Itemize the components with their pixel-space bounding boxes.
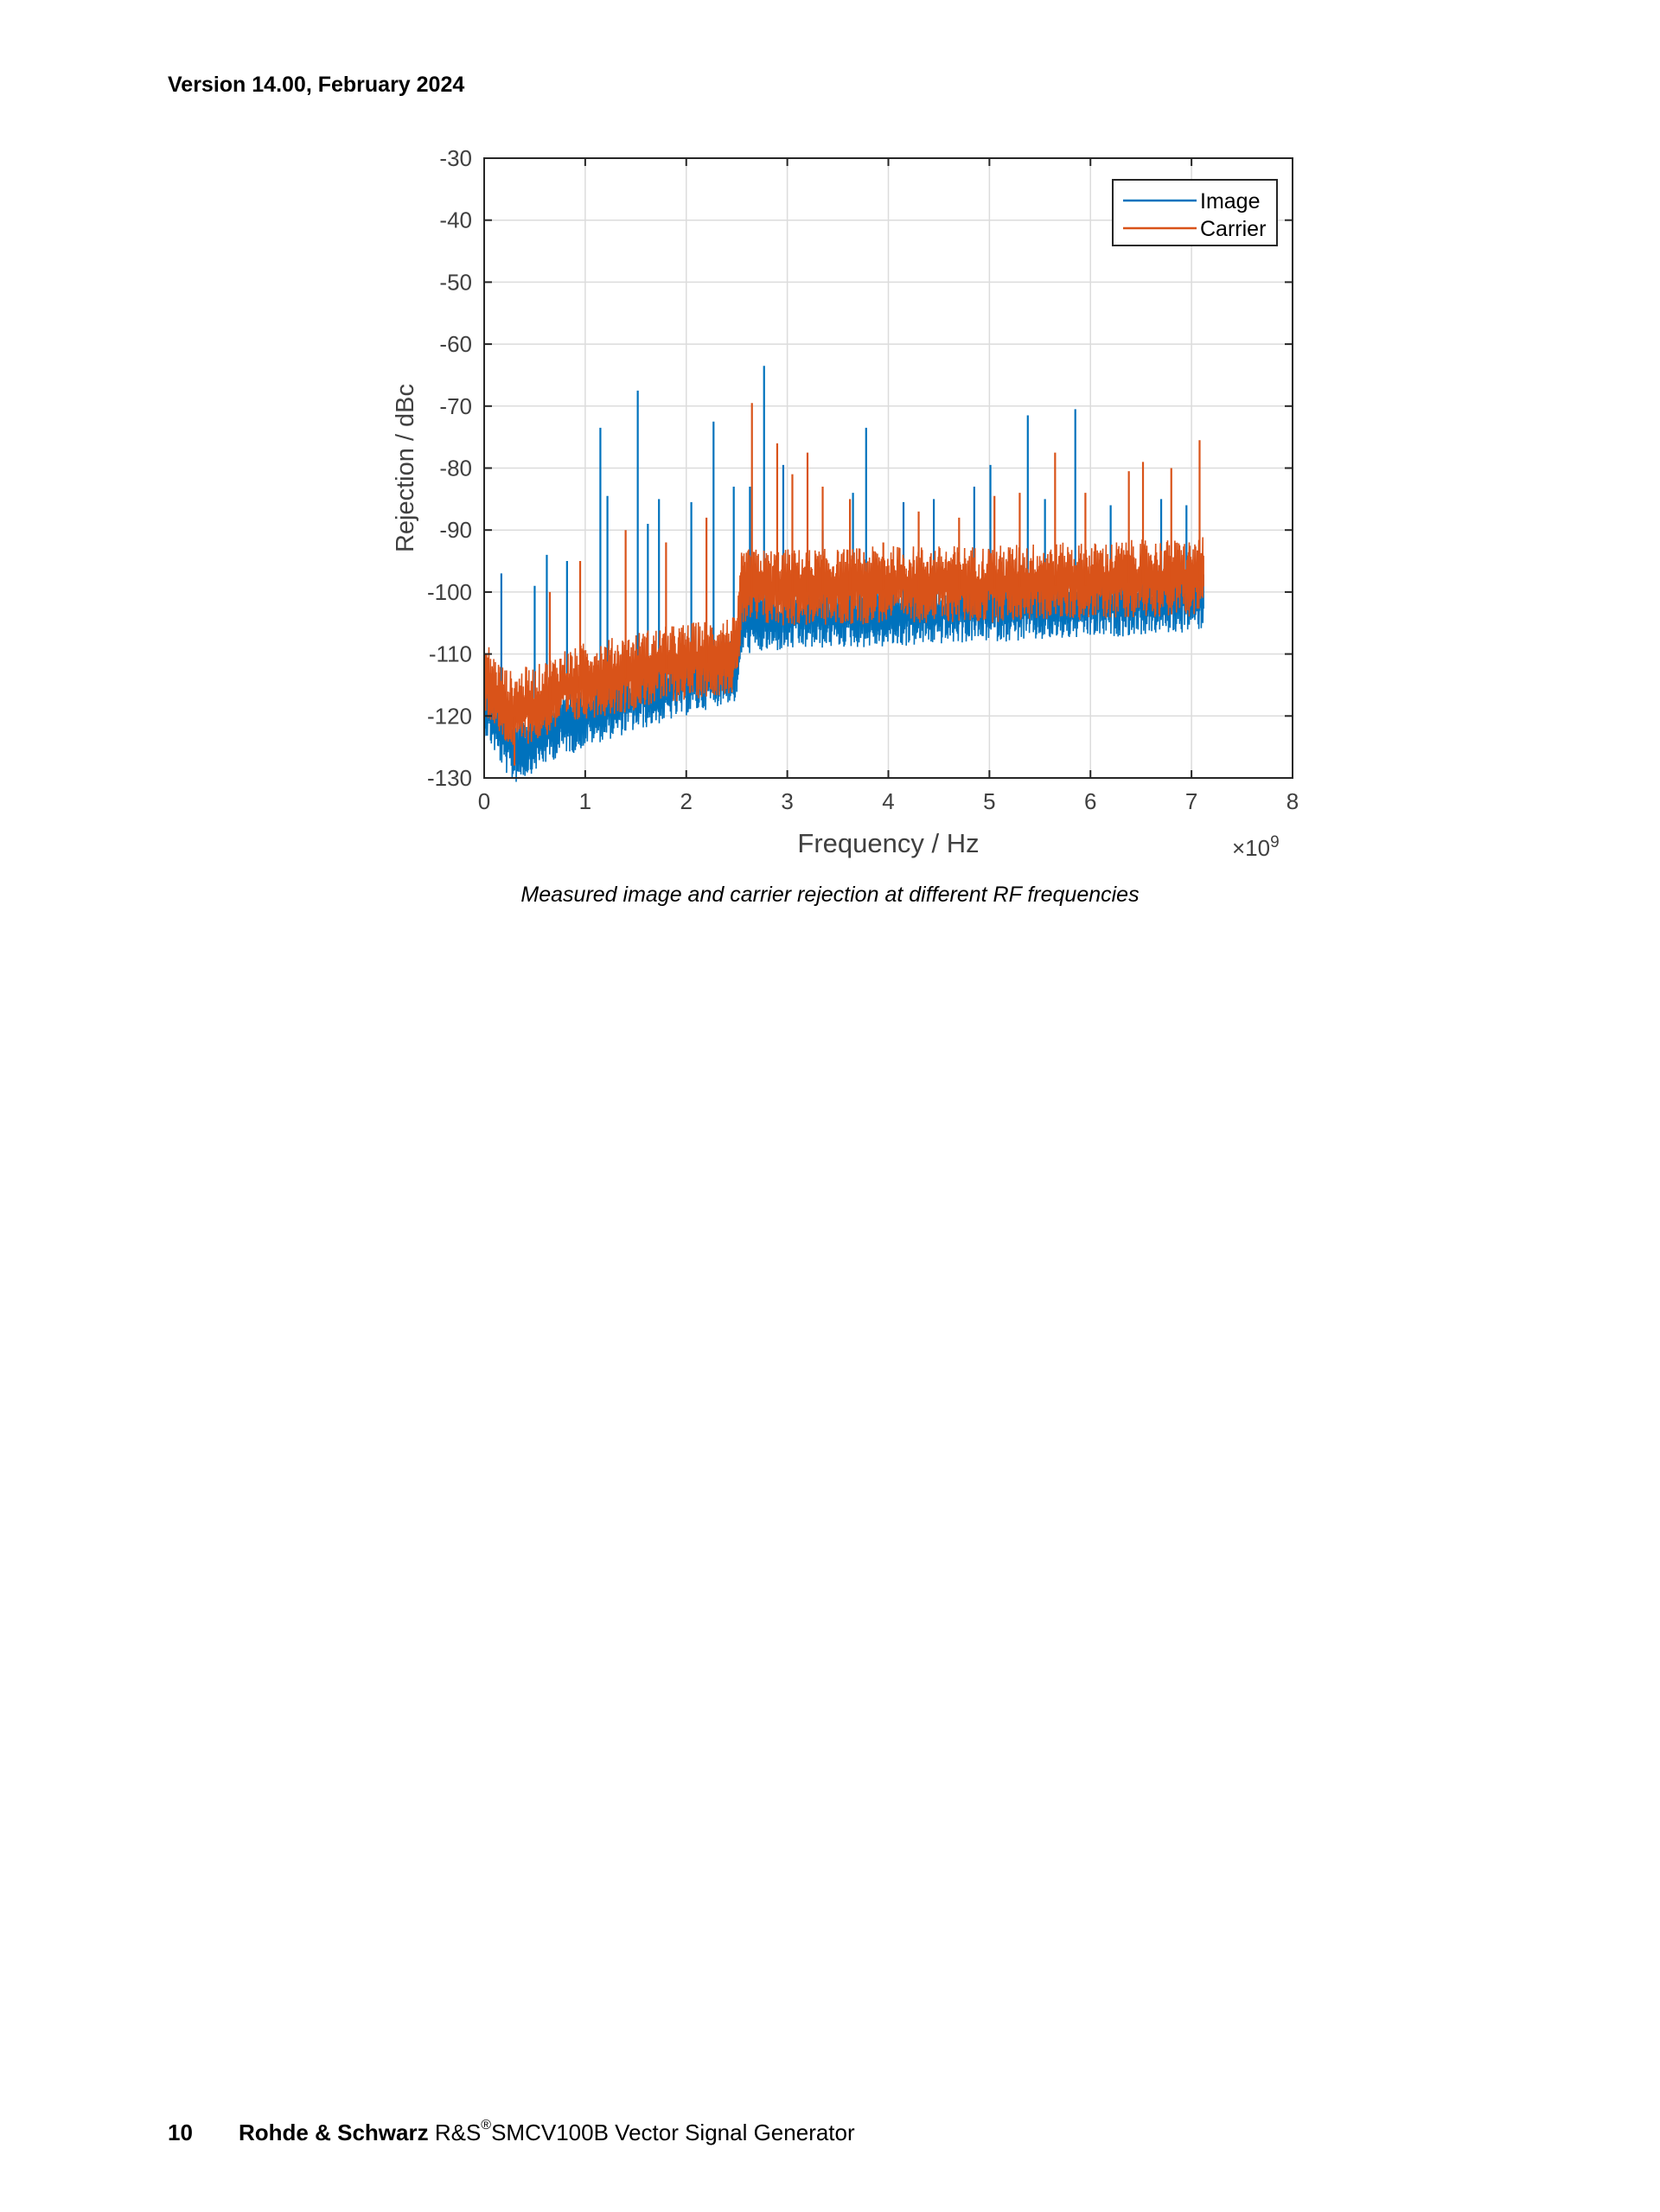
rejection-chart: 0 1 2 3 4 5 6 7 8 -30 -40 -50 -60 -70 -80 -90 -100 -110 -1…	[392, 145, 1299, 861]
y-tick-label: -80	[439, 456, 472, 481]
series-carrier	[483, 403, 1204, 766]
y-axis-label: Rejection / dBc	[392, 384, 419, 552]
footer-brand: Rohde & Schwarz	[239, 2120, 429, 2145]
chart-legend: Image Carrier	[1112, 179, 1278, 246]
axis-ticks: 0 1 2 3 4 5 6 7 8 -30 -40 -50 -60 -70 -80 -90 -100 -110 -1…	[427, 145, 1299, 814]
y-tick-label: -100	[427, 579, 472, 605]
legend-label-image: Image	[1200, 189, 1260, 214]
y-tick-label: -70	[439, 393, 472, 419]
y-tick-label: -120	[427, 703, 472, 729]
x-tick-label: 8	[1286, 788, 1299, 814]
y-tick-label: -50	[439, 269, 472, 295]
rejection-chart-figure: 0 1 2 3 4 5 6 7 8 -30 -40 -50 -60 -70 -80 -90 -100 -110 -1…	[372, 145, 1306, 882]
x-tick-label: 5	[983, 788, 995, 814]
y-tick-label: -40	[439, 207, 472, 233]
y-tick-label: -60	[439, 331, 472, 357]
x-tick-label: 1	[579, 788, 591, 814]
figure-caption: Measured image and carrier rejection at …	[520, 883, 1140, 907]
version-header: Version 14.00, February 2024	[168, 73, 465, 97]
chart-series-layer	[483, 366, 1204, 782]
footer-product-prefix: R&S	[434, 2120, 482, 2145]
x-exponent-base: ×10	[1232, 835, 1270, 861]
x-exponent-power: 9	[1270, 833, 1280, 851]
x-tick-label: 0	[478, 788, 490, 814]
x-tick-label: 2	[680, 788, 693, 814]
legend-box	[1112, 179, 1278, 246]
series-trace	[483, 537, 1204, 745]
y-tick-label: -90	[439, 517, 472, 543]
x-tick-label: 6	[1084, 788, 1096, 814]
legend-label-carrier: Carrier	[1200, 217, 1266, 241]
x-tick-label: 3	[781, 788, 793, 814]
x-tick-label: 7	[1185, 788, 1197, 814]
y-tick-label: -130	[427, 765, 472, 791]
x-axis-label: Frequency / Hz	[797, 828, 979, 858]
page-number: 10	[168, 2120, 193, 2145]
x-axis-exponent: ×109	[1232, 833, 1280, 861]
footer-product-name: SMCV100B Vector Signal Generator	[491, 2120, 855, 2145]
y-tick-label: -30	[439, 145, 472, 171]
page-footer: 10 Rohde & Schwarz R&S®SMCV100B Vector Si…	[168, 2118, 855, 2146]
registered-mark: ®	[481, 2118, 492, 2132]
x-tick-label: 4	[882, 788, 894, 814]
y-tick-label: -110	[429, 641, 472, 667]
